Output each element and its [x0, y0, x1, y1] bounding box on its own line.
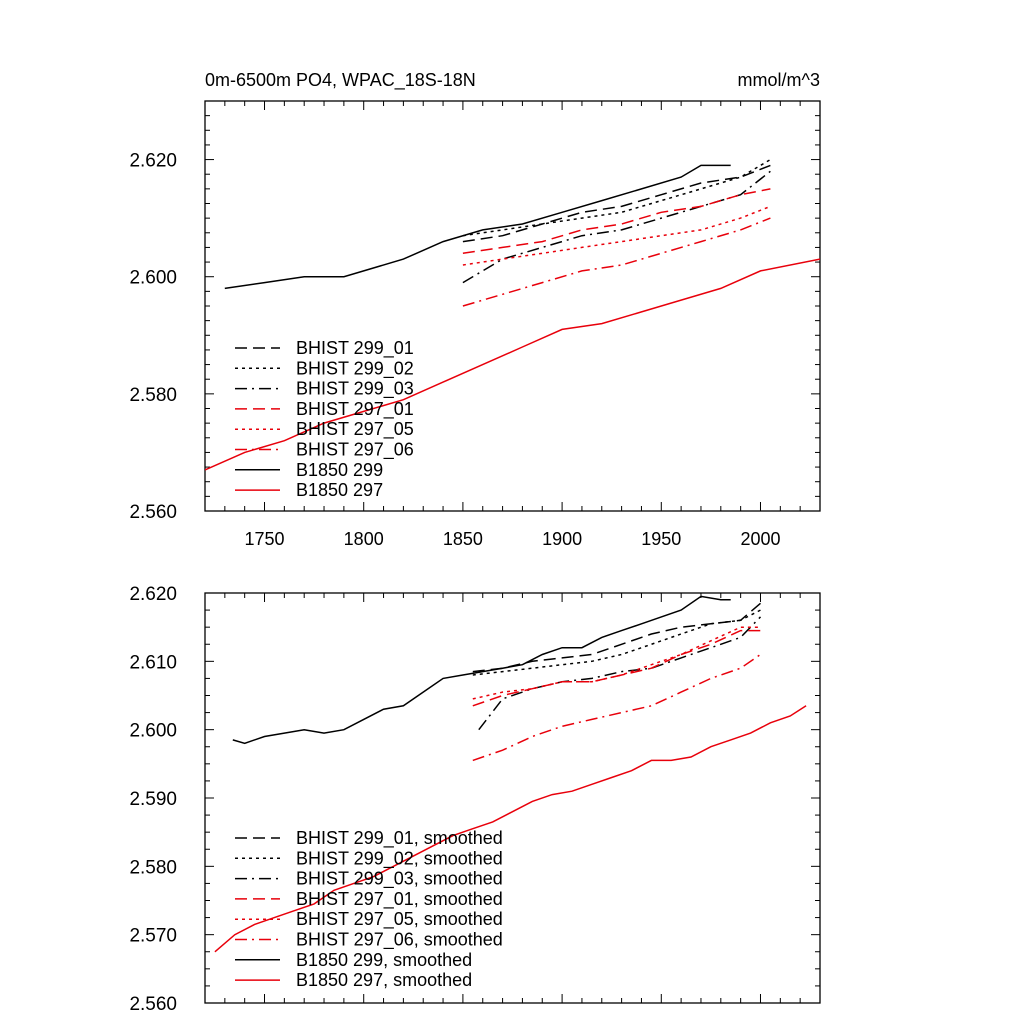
- y-tick-label: 2.570: [129, 926, 177, 947]
- x-tick-label: 1900: [542, 529, 582, 549]
- legend-label: BHIST 299_03: [296, 379, 414, 400]
- legend-label: B1850 299: [296, 460, 383, 480]
- series-line-2: [472, 609, 761, 676]
- y-tick-label: 2.600: [129, 268, 177, 289]
- legend-label: BHIST 299_02: [296, 358, 414, 379]
- series-line-7: [224, 164, 731, 290]
- x-tick-label: 1850: [443, 529, 483, 549]
- y-tick-label: 2.610: [129, 652, 177, 673]
- top-panel: 1750 1800 1850 1900 1950 2000 2.560 2.580 2.600 2…: [129, 100, 821, 549]
- y-tick-label: 2.580: [129, 385, 177, 406]
- legend-label: BHIST 297_01: [296, 399, 414, 420]
- legend-label: B1850 297: [296, 480, 383, 500]
- legend-label: BHIST 297_05: [296, 419, 414, 440]
- series-line-5: [462, 205, 771, 266]
- y-tick-label: 2.590: [129, 789, 177, 810]
- x-tick-label: 2000: [740, 529, 780, 549]
- legend-label: B1850 299, smoothed: [296, 950, 472, 970]
- y-tick-label: 2.560: [129, 994, 177, 1015]
- series-line-1: [462, 164, 771, 243]
- chart-title: 0m-6500m PO4, WPAC_18S-18N: [205, 70, 476, 91]
- y-tick-label: 2.560: [129, 502, 177, 523]
- legend-label: BHIST 297_06: [296, 440, 414, 461]
- legend-label: BHIST 297_06, smoothed: [296, 930, 503, 951]
- series-line-6: [462, 217, 771, 307]
- legend-label: BHIST 297_01, smoothed: [296, 889, 503, 910]
- bottom-panel: 1750180018501900195020002.5602.5702.5802…: [129, 584, 821, 1015]
- legend-label: B1850 297, smoothed: [296, 970, 472, 990]
- x-tick-label: 1800: [344, 529, 384, 549]
- series-line-3: [462, 170, 771, 284]
- x-tick-label: 1950: [641, 529, 681, 549]
- series-line-4: [472, 629, 761, 707]
- series-line-4: [462, 188, 771, 255]
- y-tick-label: 2.620: [129, 151, 177, 172]
- y-tick-label: 2.620: [129, 584, 177, 605]
- y-tick-label: 2.600: [129, 721, 177, 742]
- legend-label: BHIST 299_01: [296, 338, 414, 359]
- chart-units: mmol/m^3: [738, 70, 820, 90]
- series-line-3: [478, 616, 762, 731]
- legend-label: BHIST 297_05, smoothed: [296, 909, 503, 930]
- legend-label: BHIST 299_03, smoothed: [296, 869, 503, 890]
- series-line-8: [205, 258, 820, 471]
- y-tick-label: 2.580: [129, 857, 177, 878]
- series-line-7: [232, 595, 731, 745]
- legend-label: BHIST 299_02, smoothed: [296, 848, 503, 869]
- x-tick-label: 1750: [244, 529, 284, 549]
- series-line-8: [214, 705, 807, 953]
- series-line-5: [472, 626, 761, 700]
- series-line-6: [472, 653, 761, 762]
- legend-label: BHIST 299_01, smoothed: [296, 828, 503, 849]
